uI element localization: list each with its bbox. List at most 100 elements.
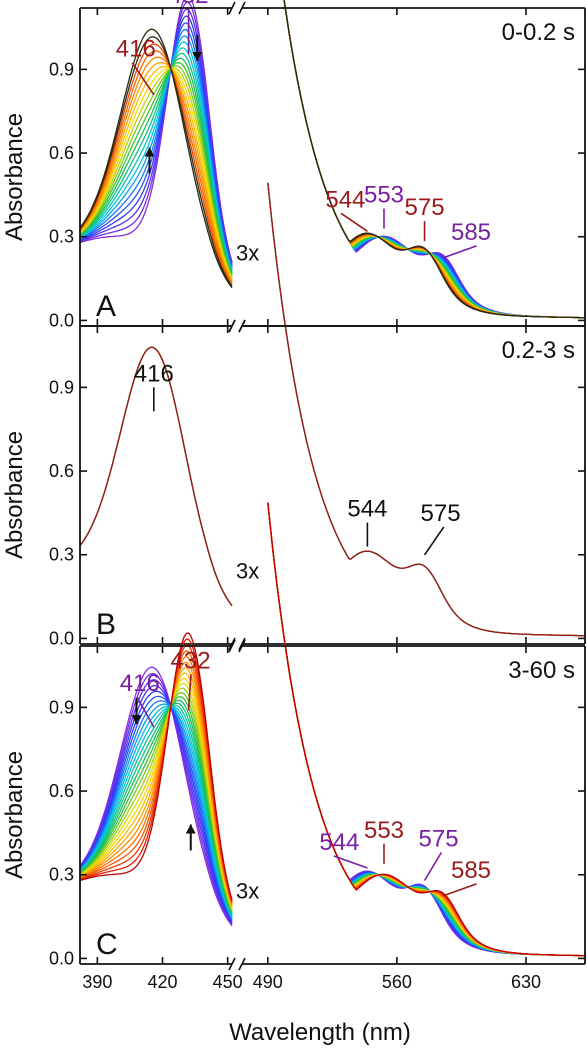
peak-label: 544: [347, 496, 387, 523]
series-line-left: [79, 705, 233, 918]
peak-leader: [423, 526, 445, 556]
y-tick-label: 0.9: [49, 697, 74, 717]
y-tick-label: 0.0: [49, 310, 74, 330]
trend-arrow-head: [144, 147, 155, 157]
series-line-left: [79, 0, 233, 262]
time-label: 3-60 s: [508, 657, 575, 684]
series-line-left: [79, 632, 233, 900]
series-line-left: [79, 692, 233, 912]
y-tick-label: 0.3: [49, 545, 74, 565]
y-tick-label: 0.6: [49, 781, 74, 801]
x-tick-label: 450: [213, 972, 243, 992]
series-line-left: [79, 8, 233, 265]
peak-label: 553: [364, 182, 404, 209]
series-line-left: [79, 65, 233, 281]
axis-break-mark: [238, 639, 246, 653]
y-tick-label: 0.0: [49, 628, 74, 648]
peak-label: 575: [419, 826, 459, 853]
axis-break-mark: [228, 639, 236, 653]
peak-leader: [333, 855, 368, 869]
peak-leader: [340, 212, 368, 233]
series-line-left: [79, 61, 233, 282]
peak-label: 544: [319, 829, 359, 856]
series-line-left: [79, 47, 233, 272]
peak-label: 432: [169, 0, 209, 9]
series-line-right: [267, 502, 586, 957]
series-line-right: [283, 0, 585, 319]
peak-label: 575: [421, 500, 461, 527]
series-line-left: [79, 695, 233, 921]
series-line-left: [79, 67, 233, 280]
peak-label: 416: [134, 360, 174, 387]
series-line-left: [79, 679, 233, 925]
axis-break-mark: [238, 319, 246, 333]
peak-leader: [136, 696, 155, 728]
series-line-left: [79, 682, 233, 910]
axis-break-mark: [228, 319, 236, 333]
series-line-left: [79, 1, 233, 264]
peak-leader: [187, 674, 192, 711]
series-line-left: [79, 61, 233, 276]
series-line-left: [79, 703, 233, 919]
x-tick-label: 560: [382, 972, 412, 992]
x-tick-label: 390: [82, 972, 112, 992]
series-line-left: [79, 52, 233, 274]
x-axis-label: Wavelength (nm): [229, 1019, 411, 1046]
time-label: 0.2-3 s: [502, 337, 575, 364]
axis-break-mark: [238, 637, 246, 651]
axis-break-mark: [228, 957, 236, 971]
series-line-left: [79, 43, 233, 286]
series-line-left: [79, 677, 233, 909]
y-tick-label: 0.9: [49, 377, 74, 397]
panel-B: 0.0 0.3 0.6 0.9 B 0.2-3 s 3x 416 544 575: [49, 182, 586, 651]
series-line-left: [79, 695, 233, 913]
x-tick-label: 630: [511, 972, 541, 992]
series-line-left: [79, 22, 233, 267]
panel-label: C: [96, 928, 118, 961]
series-line-left: [79, 699, 233, 914]
trend-arrow-head: [131, 715, 142, 725]
series-line-left: [79, 705, 233, 917]
panel-label: A: [96, 290, 116, 323]
series-line-left: [79, 346, 233, 607]
y-axis-label: Absorbance: [1, 751, 28, 879]
axis-break-mark: [228, 1, 236, 15]
series-line-left: [79, 50, 233, 285]
peak-label: 585: [451, 857, 491, 884]
series-line-left: [79, 672, 233, 908]
trend-arrow-head: [185, 824, 196, 834]
peak-label: 544: [325, 186, 365, 213]
series-line-left: [79, 41, 233, 271]
series-line-left: [79, 700, 233, 920]
x-tick-label: 420: [147, 972, 177, 992]
peak-label: 432: [171, 647, 211, 674]
series-line-left: [79, 56, 233, 284]
time-label: 0-0.2 s: [502, 19, 575, 46]
y-tick-label: 0.9: [49, 59, 74, 79]
peak-leader: [423, 852, 443, 881]
series-line-left: [79, 666, 233, 927]
series-line-left: [79, 65, 233, 277]
series-line-left: [79, 57, 233, 275]
peak-leader: [131, 62, 155, 96]
series-line-left: [79, 15, 233, 266]
series-line-left: [79, 35, 233, 270]
series-line-right: [267, 182, 585, 637]
trend-arrow-head: [192, 52, 203, 61]
series-line-left: [79, 673, 233, 926]
peak-label: 553: [364, 817, 404, 844]
series-line-left: [79, 661, 233, 906]
scale-label: 3x: [236, 878, 259, 903]
y-axis-label: Absorbance: [1, 113, 28, 241]
series-line-left: [79, 28, 233, 289]
x-tick-label: 490: [253, 972, 283, 992]
series-line-left: [79, 690, 233, 922]
series-line-left: [79, 685, 233, 923]
peak-label: 416: [116, 36, 156, 63]
panel-label: B: [96, 608, 116, 641]
peak-label: 575: [405, 194, 445, 221]
peak-leader: [442, 245, 477, 259]
series-line-left: [79, 667, 233, 907]
